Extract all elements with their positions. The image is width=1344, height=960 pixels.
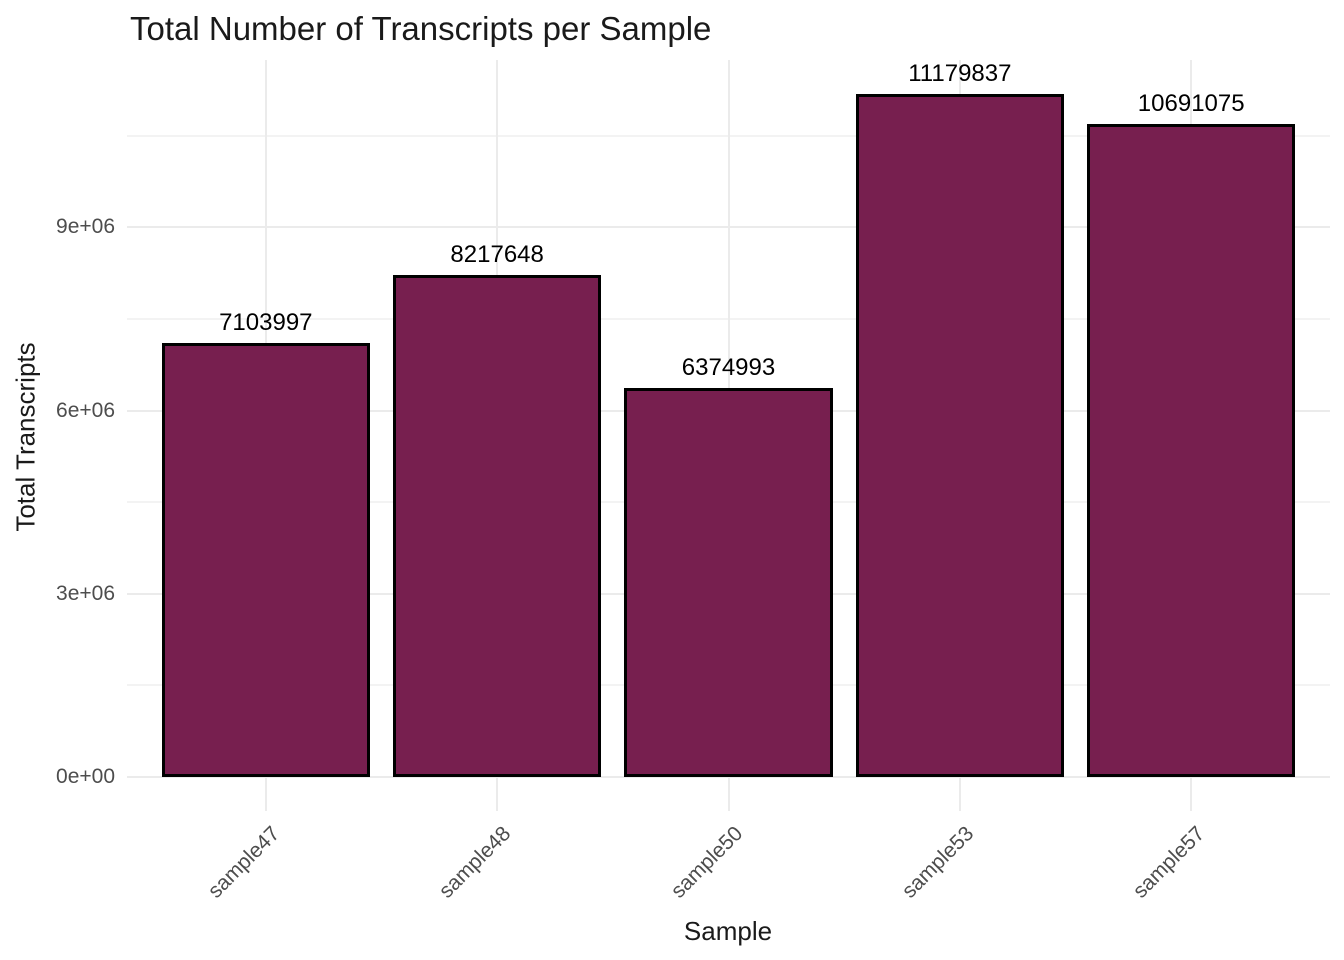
- bar-sample50: [624, 387, 833, 777]
- y-axis-title: Total Transcripts: [10, 342, 41, 532]
- x-tick-label: sample50: [666, 822, 747, 903]
- bar-value-label: 8217648: [450, 241, 544, 269]
- bar-value-label: 11179837: [908, 60, 1012, 88]
- x-tick-label: sample47: [203, 822, 285, 903]
- plot-panel: [127, 60, 1330, 811]
- bar-value-label: 10691075: [1137, 89, 1245, 117]
- y-tick-label: 3e+06: [56, 581, 115, 605]
- bar-value-label: 6374993: [681, 353, 776, 381]
- chart-title: Total Number of Transcripts per Sample: [130, 10, 712, 47]
- y-tick-label: 6e+06: [56, 398, 115, 422]
- bar-value-label: 7103997: [219, 309, 313, 337]
- x-axis-title: Sample: [683, 916, 773, 946]
- x-tick-label: sample57: [1128, 822, 1210, 903]
- x-tick-label: sample53: [897, 822, 979, 903]
- bar-sample48: [393, 275, 602, 777]
- bar-sample53: [855, 94, 1064, 777]
- y-tick-label: 0e+00: [56, 765, 115, 788]
- bar-sample47: [161, 343, 370, 777]
- y-tick-label: 9e+06: [56, 215, 115, 239]
- x-tick-label: sample48: [434, 822, 516, 903]
- bar-sample57: [1087, 123, 1296, 777]
